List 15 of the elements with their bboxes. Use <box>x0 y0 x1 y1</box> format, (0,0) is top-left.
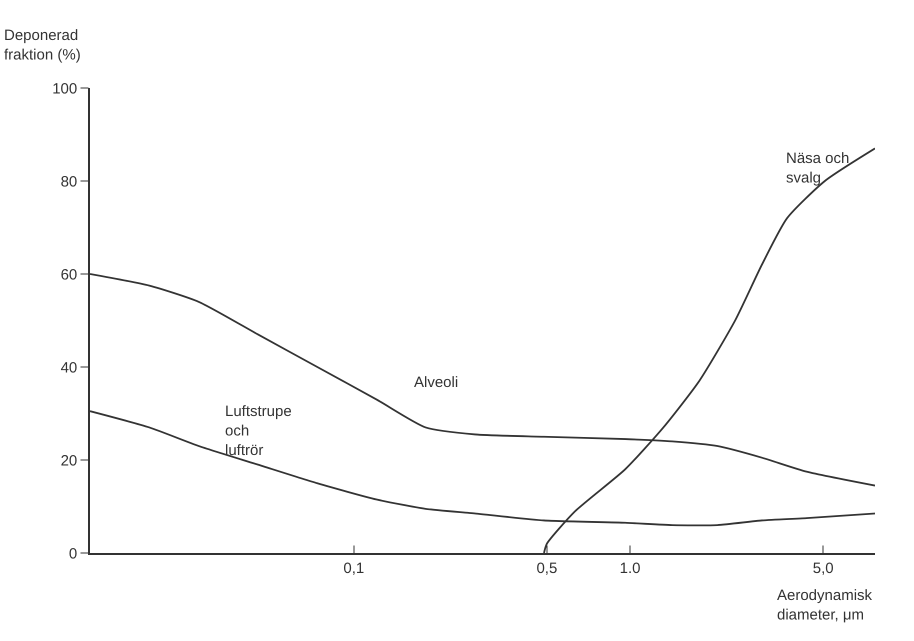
x-tick-label: 0,5 <box>536 560 558 577</box>
y-tick-label: 0 <box>68 545 78 562</box>
x-axis-title: Aerodynamisk diameter, μm <box>777 587 873 624</box>
x-tick-label: 0,1 <box>343 560 364 577</box>
y-tick-label: 80 <box>60 173 78 190</box>
y-tick-label: 40 <box>60 359 78 376</box>
y-tick-label: 100 <box>52 80 78 98</box>
y-axis-title: Deponerad fraktion (%) <box>4 27 81 64</box>
y-tick-label: 60 <box>60 266 78 284</box>
series-label: Luftstrupe och luftrör <box>225 403 292 459</box>
x-tick-label: 1.0 <box>620 560 640 577</box>
y-tick-label: 20 <box>60 452 78 470</box>
series-label: Näsa och svalg <box>786 150 850 186</box>
series-label: Alveoli <box>414 374 458 391</box>
x-tick-label: 5,0 <box>812 560 834 577</box>
